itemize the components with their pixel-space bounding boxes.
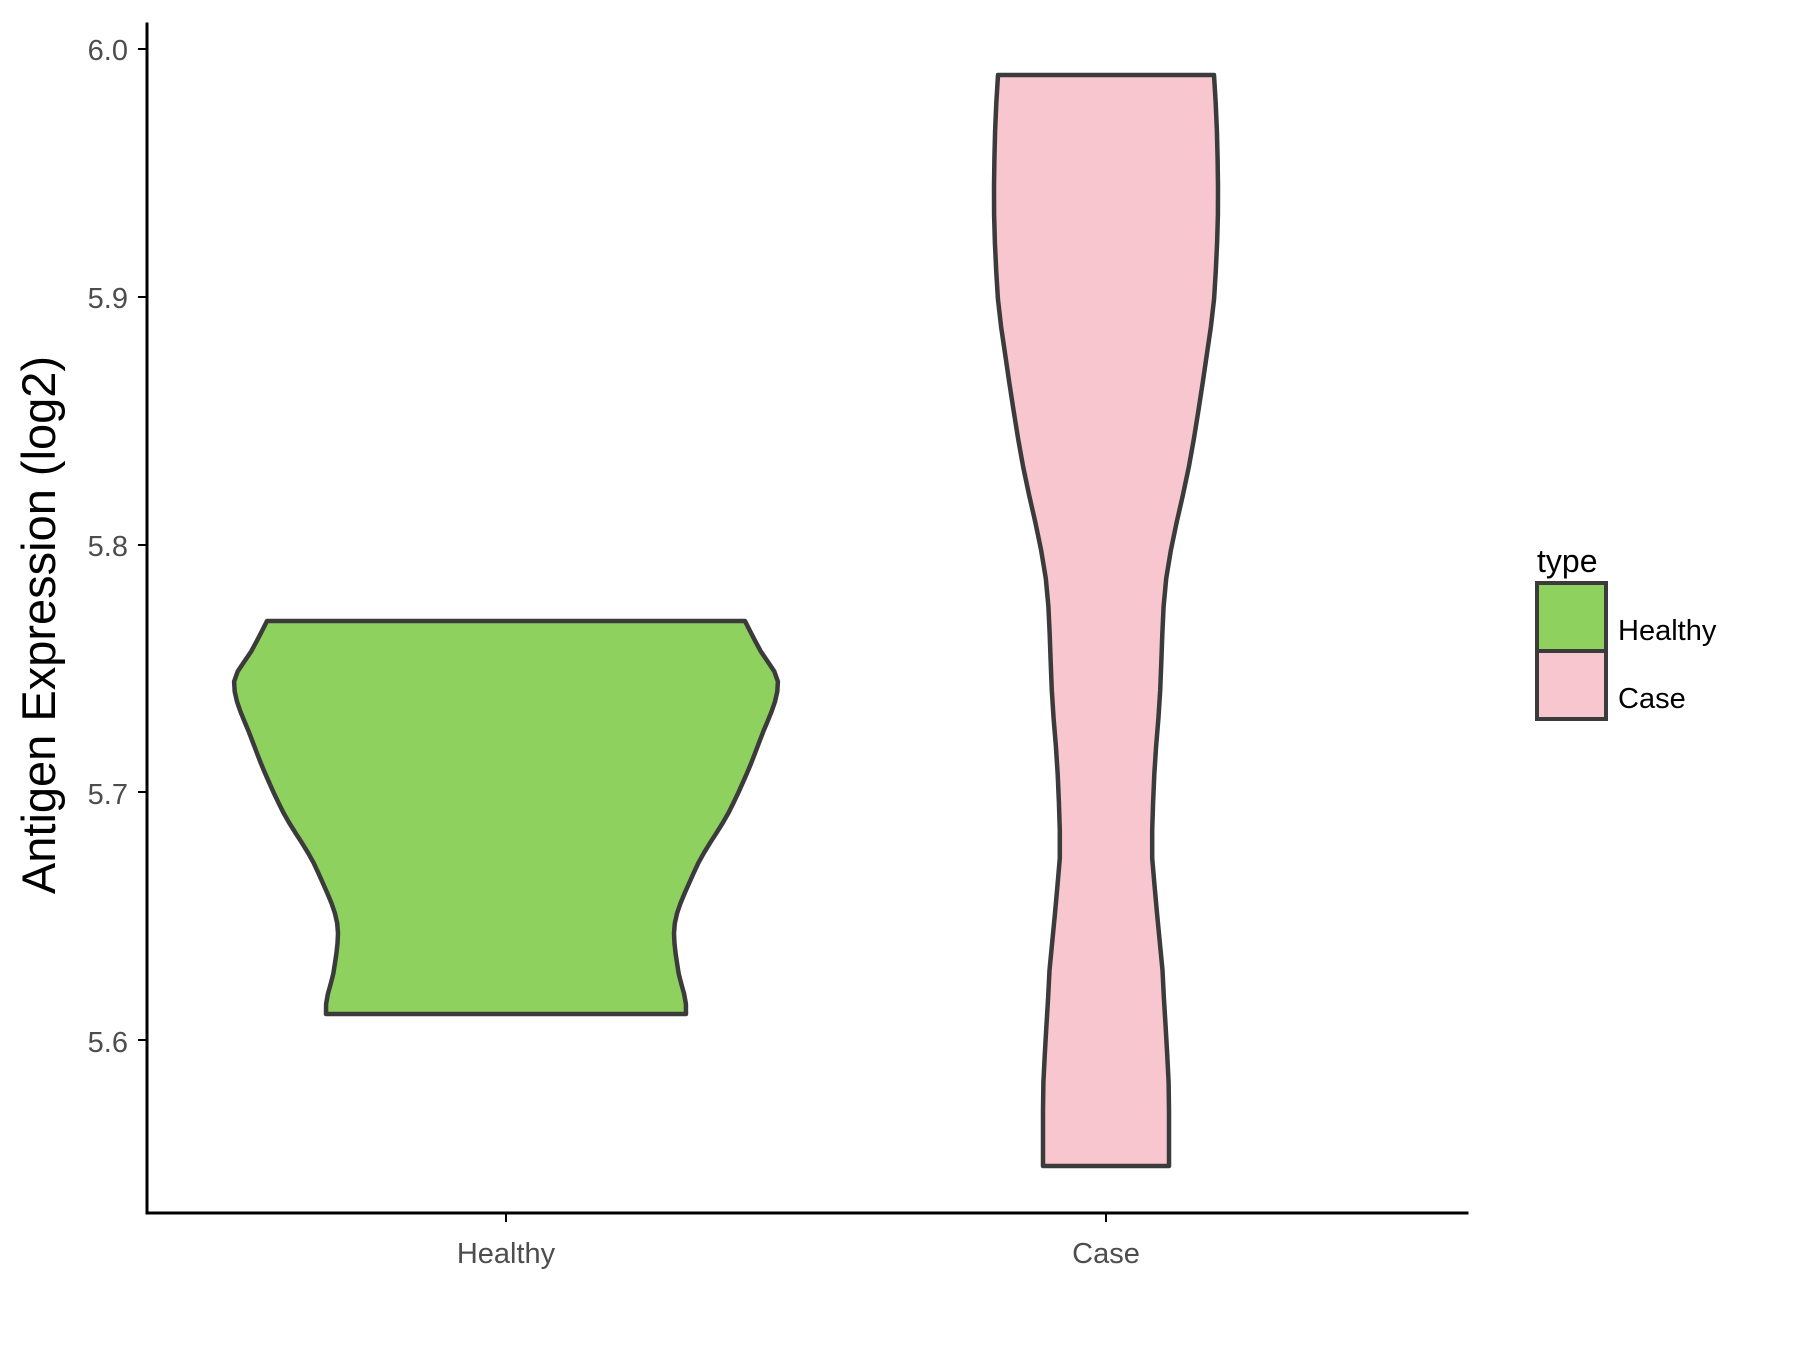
svg-text:Antigen Expression (log2): Antigen Expression (log2) [12,356,65,894]
svg-text:5.7: 5.7 [88,779,128,811]
svg-text:Case: Case [1618,683,1686,715]
svg-text:Healthy: Healthy [457,1238,556,1270]
svg-text:5.8: 5.8 [88,531,128,563]
svg-text:5.9: 5.9 [88,283,128,315]
svg-text:Healthy: Healthy [1618,615,1717,647]
svg-text:5.6: 5.6 [88,1027,128,1059]
svg-text:6.0: 6.0 [88,35,128,67]
svg-text:Case: Case [1072,1238,1140,1270]
svg-text:type: type [1537,543,1597,579]
